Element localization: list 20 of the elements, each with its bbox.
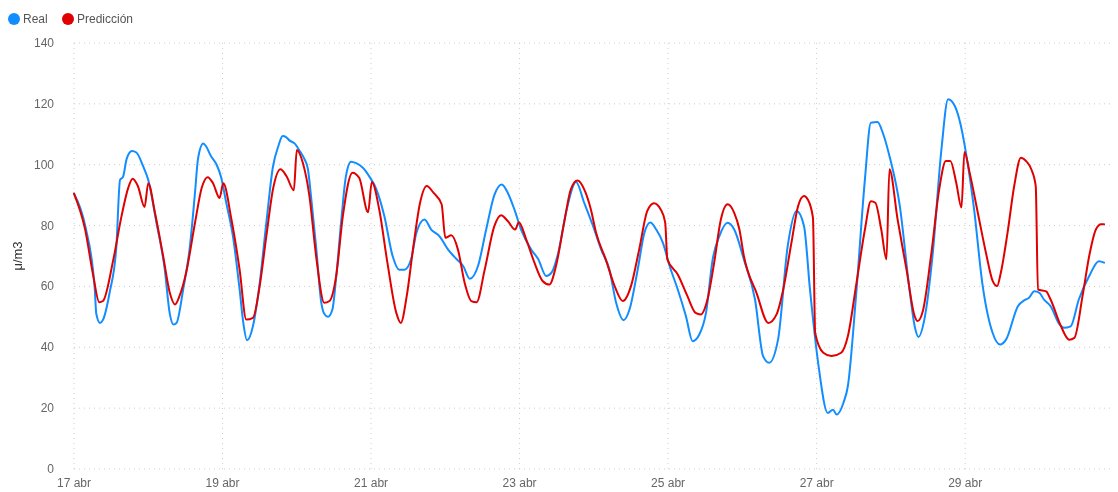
x-tick-label: 23 abr: [502, 476, 537, 490]
legend-label: Real: [23, 12, 48, 26]
y-axis-title: μ/m3: [10, 241, 25, 271]
y-tick-label: 80: [40, 218, 55, 233]
x-tick-label: 27 abr: [799, 476, 834, 490]
y-tick-label: 140: [33, 36, 55, 50]
x-tick-label: 17 abr: [56, 476, 92, 490]
y-tick-label: 0: [47, 462, 55, 476]
y-tick-label: 120: [33, 96, 55, 111]
y-tick-label: 60: [40, 279, 55, 294]
legend-label: Predicción: [77, 12, 134, 26]
y-tick-label: 20: [40, 401, 55, 416]
line-series: [73, 98, 1106, 416]
x-tick-label: 21 abr: [354, 476, 389, 490]
x-tick-label: 29 abr: [948, 476, 983, 490]
x-tick-label: 19 abr: [205, 476, 240, 490]
x-tick-label: 25 abr: [651, 476, 686, 490]
line-series: [73, 149, 1106, 358]
y-tick-label: 100: [33, 157, 55, 172]
y-tick-label: 40: [40, 340, 55, 355]
